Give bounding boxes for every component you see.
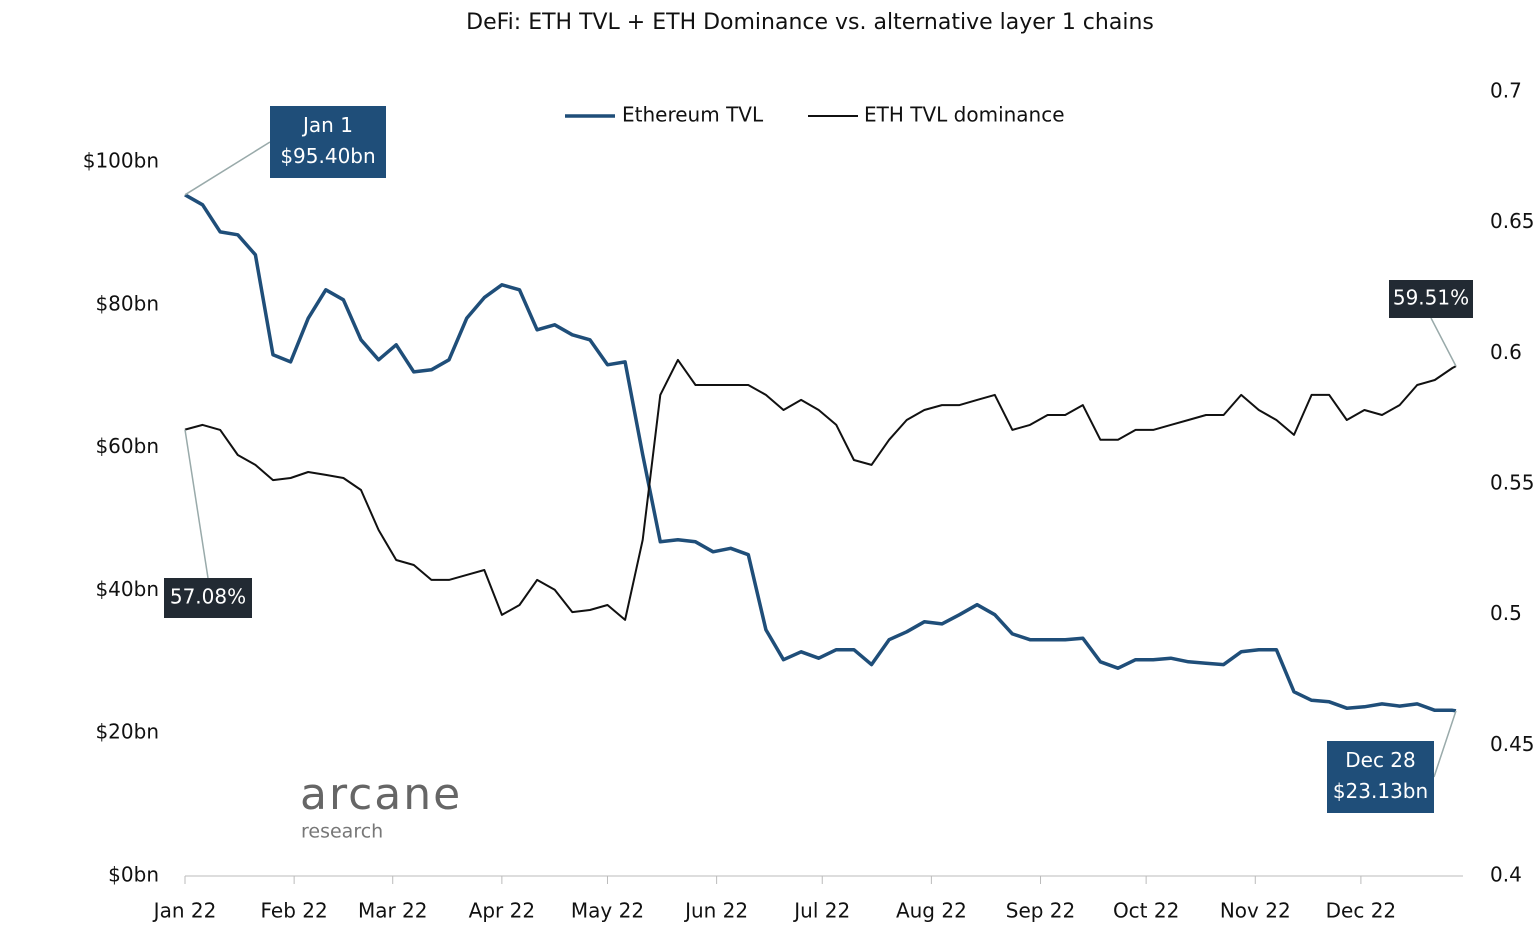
annotation-connector: [1433, 710, 1457, 778]
series-line: [184, 358, 1457, 621]
x-tick-label: Nov 22: [1220, 899, 1291, 923]
annotation-text: 59.51%: [1393, 286, 1469, 310]
x-tick-label: Dec 22: [1326, 899, 1397, 923]
chart-title: DeFi: ETH TVL + ETH Dominance vs. altern…: [466, 10, 1154, 35]
annotation-connector: [1430, 317, 1457, 367]
x-tick-label: Jul 22: [792, 899, 850, 923]
y2-tick-label: 0.65: [1490, 209, 1535, 233]
x-tick-label: Oct 22: [1113, 899, 1179, 923]
y-tick-label: $80bn: [95, 291, 159, 315]
annotation-connector: [184, 141, 271, 196]
annotation-connector: [184, 429, 209, 579]
y-tick-label: $40bn: [95, 577, 159, 601]
annotation-box: [164, 578, 252, 618]
y-tick-label: $0bn: [108, 863, 159, 887]
x-tick-label: Mar 22: [358, 899, 428, 923]
y-tick-label: $60bn: [95, 434, 159, 458]
y2-tick-label: 0.6: [1490, 340, 1522, 364]
x-tick-label: Apr 22: [469, 899, 535, 923]
annotation-box: [1327, 741, 1434, 813]
y2-tick-label: 0.5: [1490, 601, 1522, 625]
annotation-box: [1389, 280, 1473, 318]
y-tick-label: $100bn: [83, 148, 159, 172]
annotation-text: $23.13bn: [1333, 779, 1428, 803]
logo-tagline: research: [301, 821, 383, 843]
y2-tick-label: 0.7: [1490, 79, 1522, 103]
x-tick-label: Feb 22: [261, 899, 328, 923]
legend-label: Ethereum TVL: [622, 103, 764, 127]
x-tick-label: Sep 22: [1006, 899, 1076, 923]
y2-tick-label: 0.55: [1490, 471, 1535, 495]
x-tick-label: May 22: [571, 899, 644, 923]
legend-label: ETH TVL dominance: [864, 103, 1065, 127]
series-line: [184, 193, 1457, 713]
y2-tick-label: 0.45: [1490, 732, 1535, 756]
annotation-text: $95.40bn: [280, 144, 375, 168]
x-tick-label: Jan 22: [152, 899, 217, 923]
x-tick-label: Jun 22: [683, 899, 748, 923]
annotation-text: Jan 1: [301, 113, 353, 137]
y-tick-label: $20bn: [95, 720, 159, 744]
annotation-text: 57.08%: [170, 585, 246, 609]
x-tick-label: Aug 22: [896, 899, 967, 923]
annotation-text: Dec 28: [1345, 748, 1416, 772]
annotation-box: [270, 106, 386, 178]
y2-tick-label: 0.4: [1490, 863, 1522, 887]
logo-name: arcane: [300, 769, 462, 820]
